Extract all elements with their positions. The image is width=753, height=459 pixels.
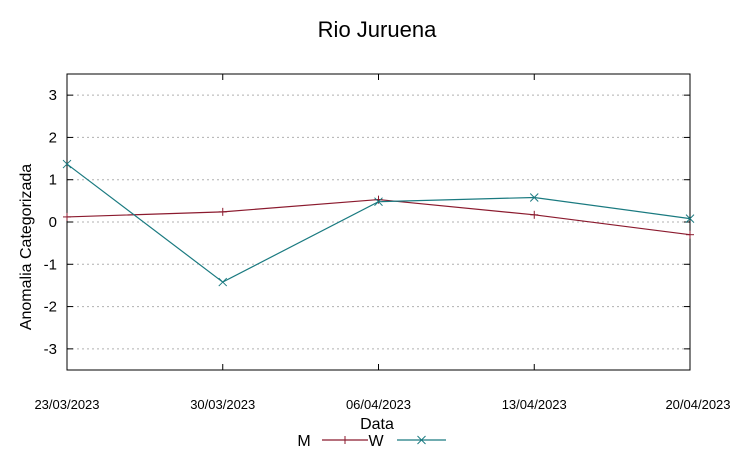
x-axis: 23/03/2023 30/03/2023 06/04/2023 13/04/2023… [34, 74, 731, 412]
x-tick-label: 06/04/2023 [346, 397, 411, 412]
y-tick-label: -1 [44, 256, 57, 273]
x-tick-label: 30/03/2023 [190, 397, 255, 412]
data-point [374, 197, 383, 207]
y-axis: 3 2 1 0 -1 -2 -3 [44, 87, 690, 358]
y-tick-label: 3 [49, 87, 57, 104]
y-tick-label: -3 [44, 341, 57, 358]
data-point [529, 193, 539, 202]
x-axis-label: Data [360, 416, 394, 433]
data-point [62, 159, 72, 169]
x-tick-label: 13/04/2023 [502, 397, 567, 412]
legend-item-m: M [297, 433, 368, 450]
x-tick-label: 23/03/2023 [34, 397, 99, 412]
legend-label: W [368, 433, 384, 450]
y-tick-label: 2 [49, 129, 57, 146]
y-tick-label: -2 [44, 299, 57, 316]
series-w [62, 159, 695, 287]
data-point [218, 277, 228, 287]
series-layer [62, 159, 695, 287]
x-tick-label: 20/04/2023 [665, 397, 730, 412]
data-point [685, 214, 695, 223]
series-line-m [66, 198, 691, 236]
chart-title: Rio Juruena [318, 17, 437, 42]
y-axis-label: Anomalia Categorizada [18, 164, 35, 330]
legend-label: M [297, 433, 310, 450]
legend-item-w: W [368, 433, 446, 450]
y-tick-label: 0 [49, 214, 57, 231]
y-tick-label: 1 [49, 172, 57, 189]
legend-marker [417, 435, 426, 445]
grid [67, 94, 690, 350]
